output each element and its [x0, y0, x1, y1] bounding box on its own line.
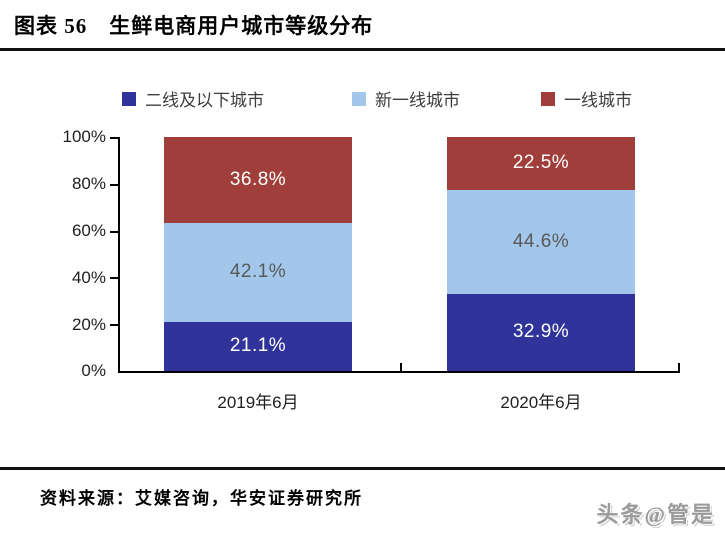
- y-tick-label: 80%: [71, 174, 106, 193]
- bar-segment: 42.1%: [164, 223, 352, 322]
- y-axis-tick: [110, 231, 120, 233]
- legend-label: 二线及以下城市: [145, 91, 264, 110]
- stacked-bar-2019: 36.8% 42.1% 21.1%: [164, 137, 352, 371]
- legend-item: 一线城市: [541, 86, 632, 111]
- y-axis-tick: [110, 277, 120, 279]
- bar-segment-value-label: 36.8%: [229, 169, 287, 191]
- x-category-label: 2020年6月: [500, 393, 582, 412]
- figure-title: 图表 56 生鲜电商用户城市等级分布: [14, 14, 374, 38]
- legend-item: 新一线城市: [352, 86, 460, 111]
- bar-segment: 21.1%: [164, 321, 352, 371]
- y-tick-label: 20%: [71, 315, 106, 334]
- bar-segment-value-label: 42.1%: [229, 261, 287, 283]
- x-category-label: 2019年6月: [217, 393, 299, 412]
- legend-swatch-new-tier1: [352, 91, 366, 106]
- legend-swatch-tier1: [541, 91, 555, 106]
- y-axis-tick: [110, 324, 120, 326]
- bar-segment: 22.5%: [447, 137, 635, 190]
- legend-item: 二线及以下城市: [122, 86, 264, 111]
- legend-swatch-tier2: [122, 91, 136, 106]
- y-axis-tick: [110, 137, 120, 139]
- stacked-bar-2020: 22.5% 44.6% 32.9%: [447, 137, 635, 371]
- bar-segment: 44.6%: [447, 189, 635, 294]
- bar-segment-value-label: 32.9%: [512, 321, 570, 343]
- bottom-rule-divider: [0, 467, 725, 470]
- y-tick-label: 40%: [71, 268, 106, 287]
- bar-segment-value-label: 44.6%: [512, 230, 570, 252]
- bar-segment: 32.9%: [447, 294, 635, 371]
- y-tick-label: 60%: [71, 221, 106, 240]
- x-axis-tick: [678, 363, 680, 371]
- y-axis-tick: [110, 184, 120, 186]
- top-rule-divider: [0, 48, 725, 51]
- x-axis-tick: [400, 363, 402, 371]
- watermark: 头条@管是: [596, 502, 715, 527]
- source-note: 资料来源：艾媒咨询，华安证券研究所: [40, 489, 363, 508]
- bar-segment: 36.8%: [164, 137, 352, 224]
- plot-area: 36.8% 42.1% 21.1% 22.5% 44.6% 32.9%: [110, 137, 680, 373]
- bar-segment-value-label: 21.1%: [229, 335, 287, 357]
- y-tick-label: 100%: [62, 127, 106, 146]
- bar-segment-value-label: 22.5%: [512, 152, 570, 174]
- legend-label: 新一线城市: [375, 91, 460, 110]
- y-tick-label: 0%: [81, 361, 106, 380]
- legend-label: 一线城市: [564, 91, 632, 110]
